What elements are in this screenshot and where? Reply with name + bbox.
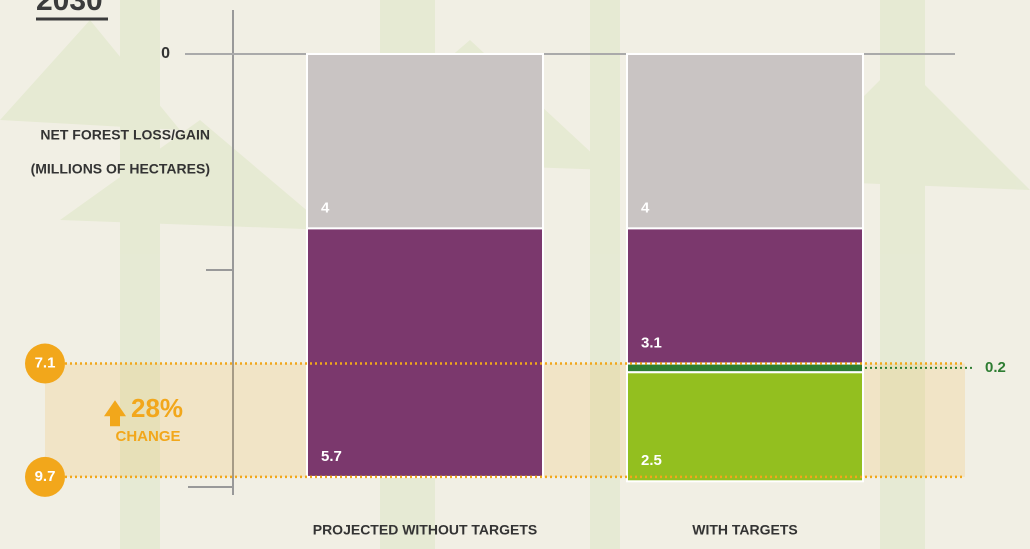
value-label: 4: [641, 199, 650, 216]
value-label: 2.5: [641, 452, 662, 469]
reference-label: 7.1: [35, 355, 56, 372]
change-value: 28%: [131, 393, 183, 423]
y-axis-label: (MILLIONS OF HECTARES): [31, 161, 210, 177]
change-text: CHANGE: [115, 428, 180, 445]
bar-segment: [626, 227, 864, 365]
value-label: 5.7: [321, 448, 342, 465]
value-label: 0.2: [985, 359, 1006, 376]
value-label: 3.1: [641, 335, 662, 352]
reference-label: 9.7: [35, 468, 56, 485]
bar-segment: [306, 227, 544, 478]
bar-segment: [306, 53, 544, 230]
up-arrow: [104, 400, 126, 427]
chart-title: 2030: [36, 0, 103, 17]
y-axis-label: NET FOREST LOSS/GAIN: [40, 127, 210, 143]
reference-badge: [25, 456, 65, 497]
x-tick-label: WITH TARGETS: [692, 522, 798, 538]
bar-segment: [626, 362, 864, 374]
y-tick-label: 0: [161, 45, 170, 62]
reference-badge: [25, 343, 65, 384]
x-tick-label: PROJECTED WITHOUT TARGETS: [313, 522, 538, 538]
bar-segment: [626, 371, 864, 483]
bar-segment: [626, 53, 864, 230]
value-label: 4: [321, 199, 330, 216]
